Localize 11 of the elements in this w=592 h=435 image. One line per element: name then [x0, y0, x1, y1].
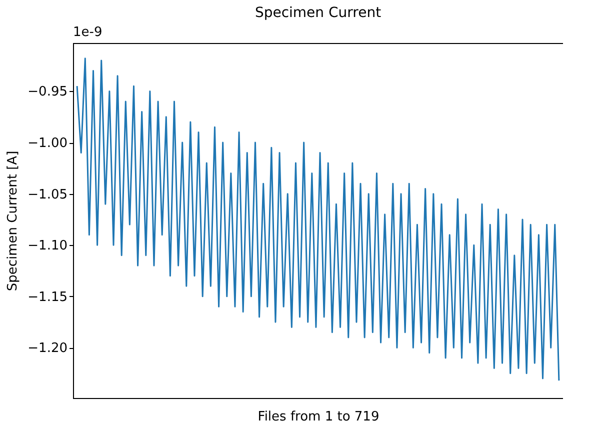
chart-title: Specimen Current	[254, 5, 382, 21]
line-series	[76, 58, 560, 382]
y-tick-label: −1.00	[28, 136, 68, 152]
y-tick-label: −1.15	[28, 290, 68, 305]
text: 1e-9	[73, 25, 102, 40]
y-axis-title: Specimen Current [A]	[6, 150, 21, 292]
y-tick-label: −0.95	[28, 84, 68, 100]
y-tick-label: −1.05	[28, 187, 68, 202]
x-axis-title: Files from 1 to 719	[258, 410, 380, 424]
y-tick-label: −1.10	[28, 238, 68, 254]
y-tick-label: −1.20	[28, 341, 68, 356]
